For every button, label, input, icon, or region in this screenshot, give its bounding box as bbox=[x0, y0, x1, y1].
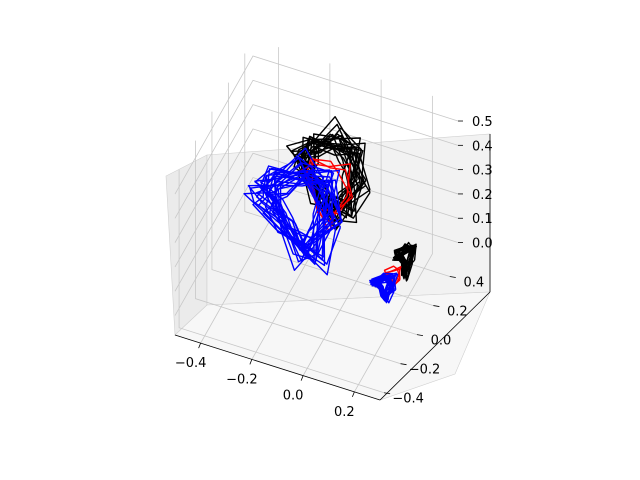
z-tick-label: 0.4 bbox=[472, 139, 493, 154]
z-gridline bbox=[174, 177, 459, 316]
x-gridline bbox=[302, 79, 382, 376]
series-2-group-0-loop bbox=[262, 164, 337, 276]
series-2-group-0-loop bbox=[272, 169, 329, 258]
tick-layer: −0.4 −0.2 0.0 0.2 −0.4 −0.2 0.0 0.2 0.4 0.0 0.1 0.2… bbox=[175, 115, 493, 420]
x-tick-mark bbox=[300, 375, 304, 381]
z-tick-label: 0.2 bbox=[472, 188, 493, 203]
y-gridline bbox=[227, 82, 434, 306]
y-tick-mark bbox=[433, 305, 440, 307]
y-gridline bbox=[211, 111, 418, 336]
x-gridline bbox=[354, 95, 433, 393]
z-gridline bbox=[174, 128, 459, 268]
x-tick-label: −0.2 bbox=[226, 372, 258, 387]
z-gridline bbox=[174, 79, 459, 219]
y-tick-label: 0.0 bbox=[431, 334, 452, 349]
x-tick-mark bbox=[352, 391, 355, 398]
z-tick-label: 0.5 bbox=[472, 115, 493, 130]
y-tick-label: 0.4 bbox=[463, 276, 484, 291]
series-2-group-0-loop bbox=[243, 177, 331, 271]
y-axis-line bbox=[379, 291, 491, 401]
y-tick-label: 0.2 bbox=[447, 305, 468, 320]
series-2-group-0-loop bbox=[264, 172, 332, 252]
series-layer bbox=[243, 115, 417, 304]
series-0-group-1-loop bbox=[393, 244, 413, 275]
x-tick-mark bbox=[198, 342, 201, 349]
z-gridline bbox=[174, 104, 459, 243]
x-tick-label: 0.0 bbox=[283, 389, 304, 404]
y-tick-mark bbox=[400, 363, 407, 366]
y-tick-label: −0.2 bbox=[409, 363, 441, 378]
y-gridline bbox=[195, 140, 401, 365]
x-tick-mark bbox=[249, 359, 253, 365]
x-tick-label: −0.4 bbox=[175, 356, 207, 371]
y-gridline bbox=[178, 169, 385, 394]
z-tick-label: 0.3 bbox=[472, 164, 493, 179]
axis-lines bbox=[174, 134, 491, 401]
grid-lines bbox=[174, 47, 459, 394]
y-gridline bbox=[244, 53, 450, 277]
y-tick-mark bbox=[416, 334, 424, 337]
x-tick-label: 0.2 bbox=[334, 405, 355, 420]
series-2-group-1-loop bbox=[370, 275, 390, 302]
series-2-group-0-loop bbox=[257, 161, 321, 261]
x-axis-line bbox=[174, 334, 381, 401]
y-tick-label: −0.4 bbox=[392, 392, 424, 407]
y-tick-mark bbox=[449, 276, 456, 278]
z-gridline bbox=[174, 152, 459, 292]
z-tick-label: 0.0 bbox=[472, 237, 493, 252]
y-tick-mark bbox=[384, 392, 391, 395]
z-tick-label: 0.1 bbox=[472, 212, 493, 227]
z-gridline bbox=[174, 55, 459, 195]
